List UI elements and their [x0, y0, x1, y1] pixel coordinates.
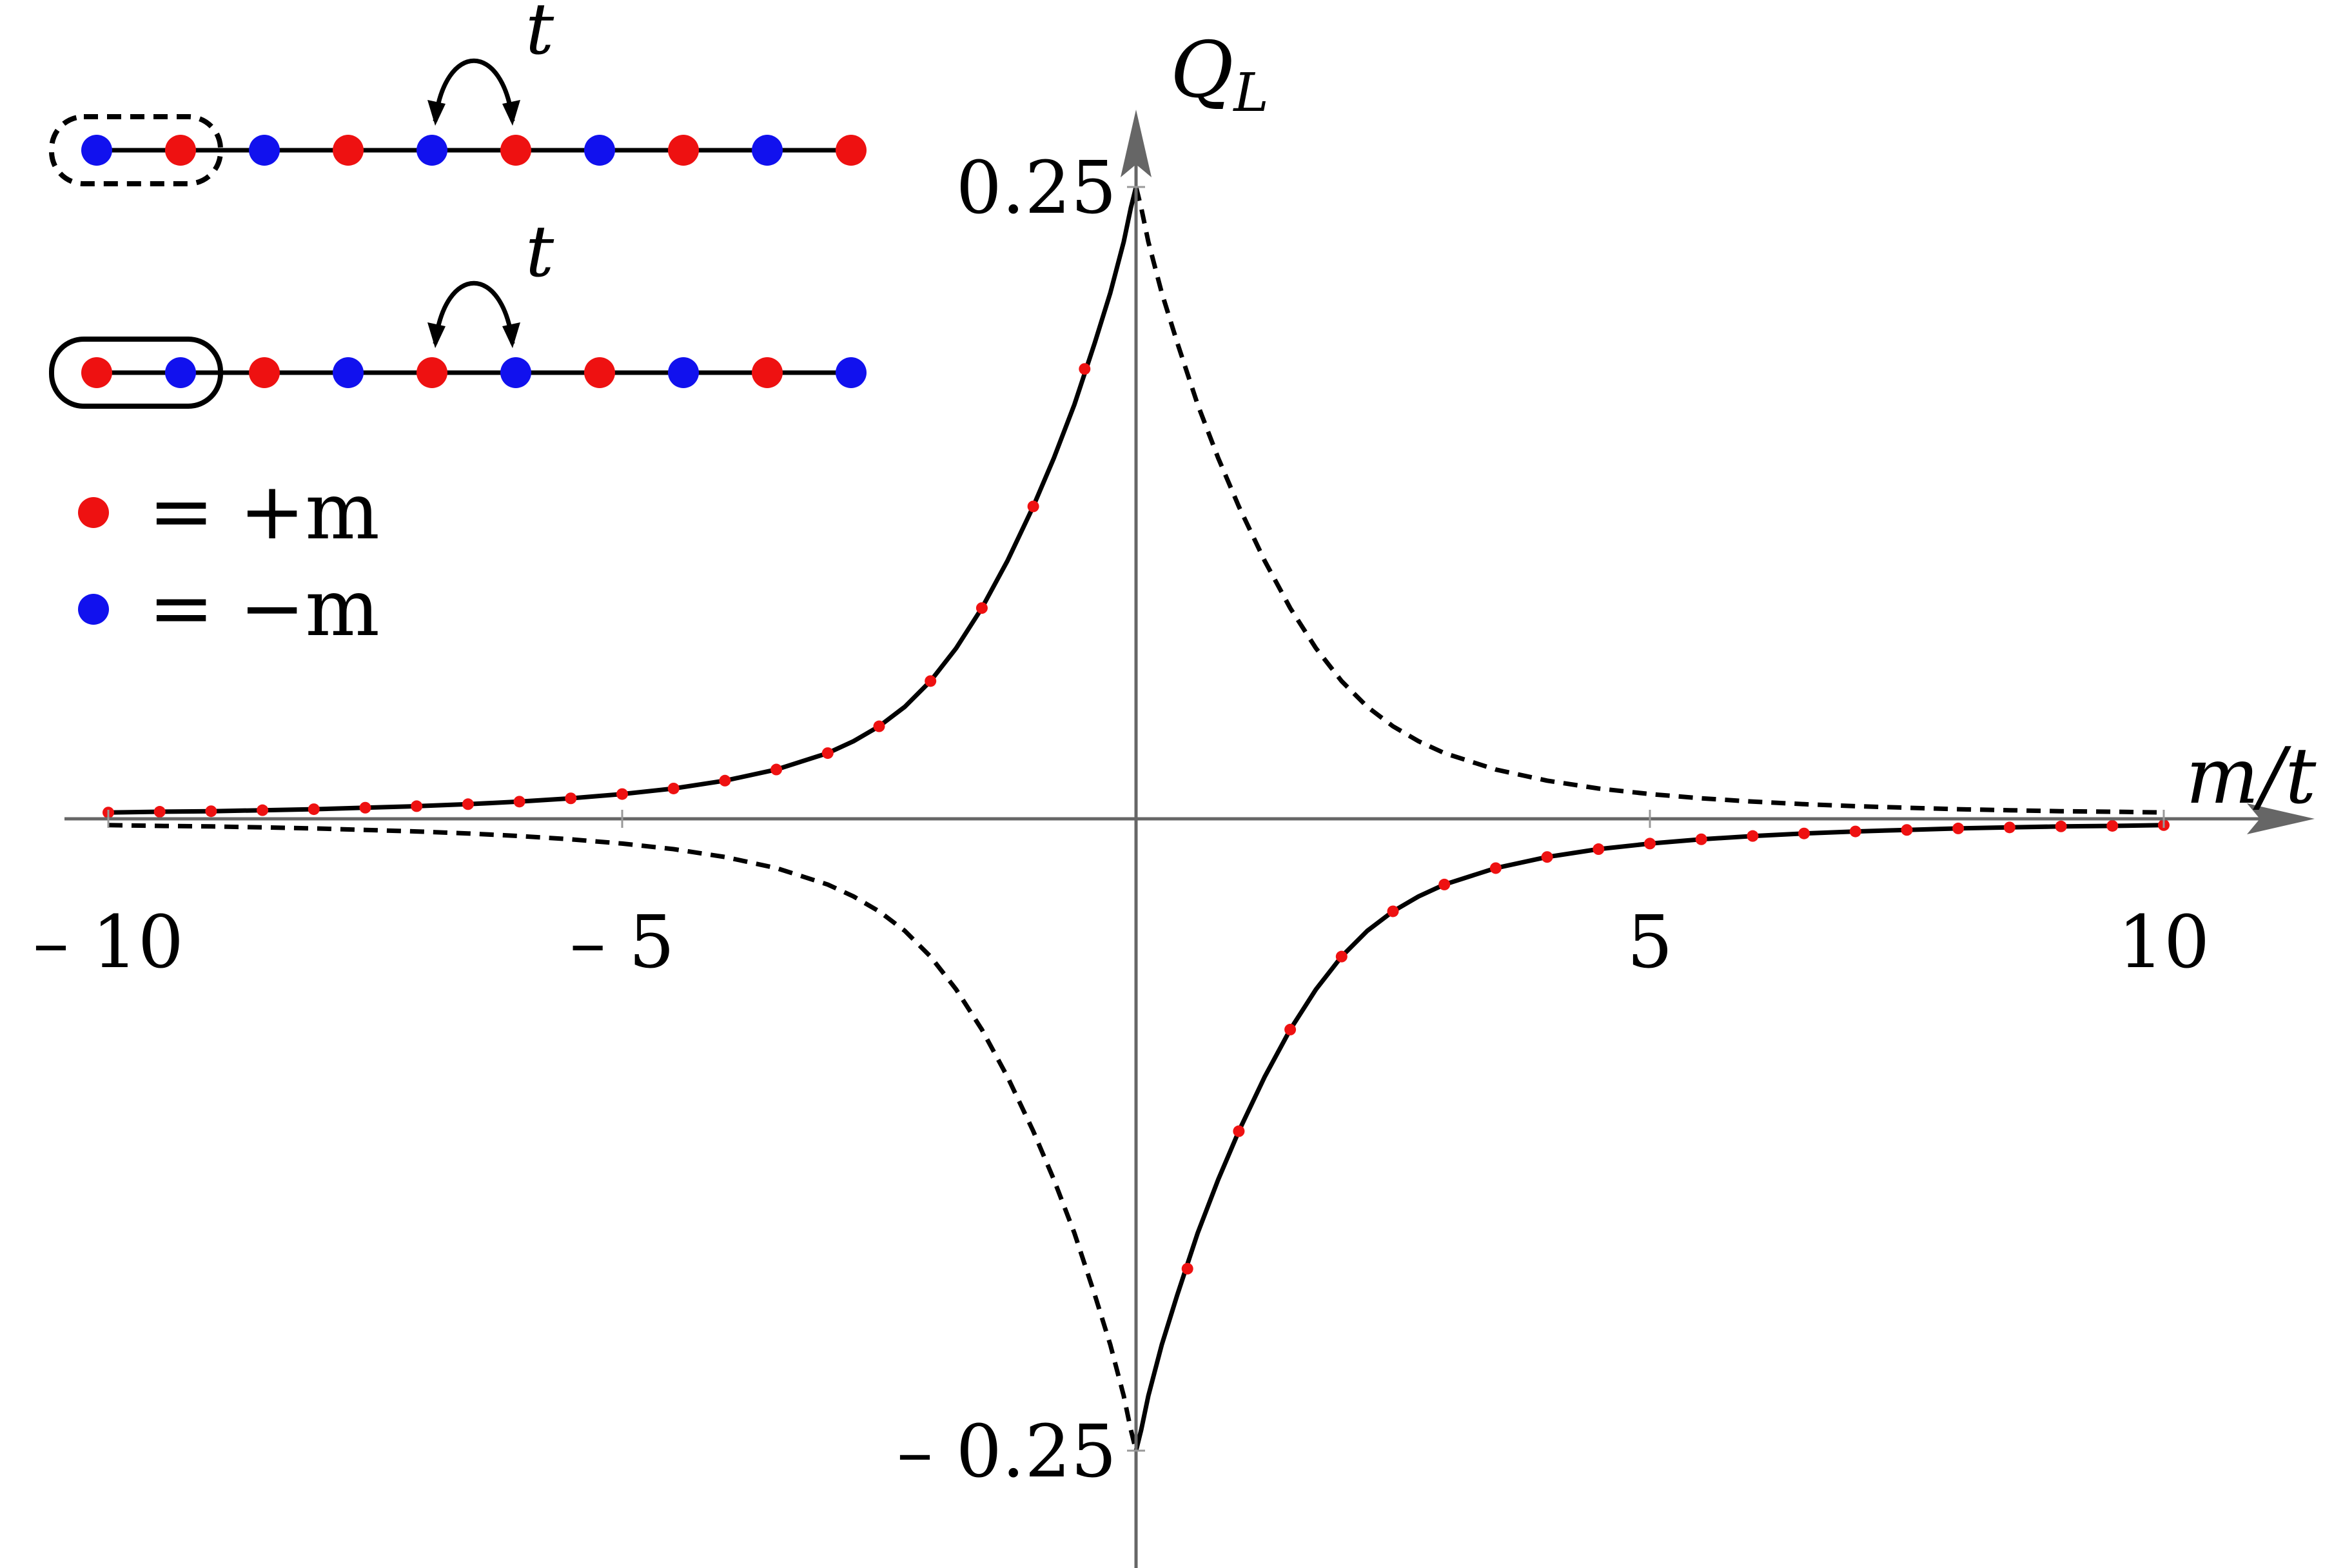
data-point: [1798, 827, 1810, 839]
data-point: [1335, 950, 1348, 963]
data-point: [975, 602, 988, 614]
lattice-site: [81, 357, 112, 388]
hopping-arrowhead-left: [427, 322, 446, 348]
data-point: [1387, 905, 1399, 917]
y-axis-label-subscript: L: [1232, 63, 1268, 124]
data-point: [513, 796, 525, 808]
lattice-site: [249, 135, 280, 166]
data-point: [308, 803, 320, 816]
data-point: [1233, 1125, 1245, 1137]
lattice-site: [584, 357, 615, 388]
lattice-site: [668, 357, 699, 388]
x-axis-label: m/t: [2186, 732, 2317, 821]
lattice-site: [81, 135, 112, 166]
curves-layer: [108, 186, 2164, 1451]
data-point: [565, 792, 577, 805]
data-point: [1027, 500, 1039, 513]
hopping-arrowhead-right: [502, 100, 520, 126]
data-point: [1541, 851, 1553, 863]
data-point: [616, 788, 628, 800]
legend-label: = −m: [148, 562, 380, 654]
x-tick-label: 5: [1627, 901, 1672, 985]
lattice-site: [333, 135, 364, 166]
boundary-unit-cell-box: [49, 337, 223, 409]
lattice-site: [500, 135, 531, 166]
legend-label: = +m: [148, 466, 380, 557]
data-point: [667, 782, 680, 794]
markers-layer: [103, 363, 2170, 1275]
lattice-site: [249, 357, 280, 388]
solid-curve-branch: [1133, 823, 2164, 1451]
x-axis-arrowhead: [2247, 803, 2315, 834]
data-point: [2003, 821, 2015, 834]
plot-area: [103, 186, 2170, 1451]
data-point: [153, 806, 166, 818]
lattice-site: [417, 357, 447, 388]
lattice-site: [165, 357, 196, 388]
lattice-inset: t t = +m= −m: [49, 0, 867, 654]
solid-curve-branch: [108, 186, 1139, 815]
data-point: [1593, 843, 1605, 856]
data-point: [1849, 825, 1861, 838]
data-point: [462, 798, 474, 810]
axis-labels: m/t QL: [1170, 26, 2317, 821]
lattice-site: [752, 357, 783, 388]
data-point: [873, 720, 885, 732]
axes: – 10 – 5 5 10 0.25 – 0.25: [33, 110, 2315, 1568]
data-point: [925, 675, 937, 687]
lattice-site: [417, 135, 447, 166]
y-tick-label: 0.25: [956, 146, 1117, 230]
x-tick-label: – 5: [570, 901, 675, 985]
data-point: [257, 804, 269, 816]
hopping-label: t: [525, 210, 554, 293]
legend-marker: [78, 497, 109, 528]
data-point: [1489, 862, 1502, 874]
lattice-site: [836, 135, 867, 166]
hopping-arrowhead-left: [427, 100, 446, 126]
data-point: [1438, 878, 1451, 890]
data-point: [1644, 838, 1656, 850]
lattice-site: [165, 135, 196, 166]
lattice-site: [668, 135, 699, 166]
tick-marks: – 10 – 5 5 10 0.25 – 0.25: [33, 146, 2210, 1494]
y-axis-arrowhead: [1121, 110, 1152, 177]
data-point: [1747, 830, 1759, 842]
y-axis-label: QL: [1170, 26, 1269, 124]
data-point: [411, 800, 423, 812]
legend-entry: = +m: [78, 466, 380, 557]
lattice-site: [500, 357, 531, 388]
x-tick-label: 10: [2118, 901, 2210, 985]
lattice-chain: t: [49, 210, 867, 409]
data-point: [719, 774, 731, 787]
data-point: [2055, 820, 2067, 832]
x-tick-label: – 10: [33, 901, 184, 985]
lattice-site: [836, 357, 867, 388]
y-tick-label: – 0.25: [897, 1410, 1117, 1494]
lattice-chain: t: [49, 0, 867, 186]
y-axis-label-main: Q: [1170, 26, 1233, 115]
legend-entry: = −m: [78, 562, 380, 654]
data-point: [770, 763, 783, 776]
data-point: [821, 747, 834, 760]
hopping-label: t: [525, 0, 554, 70]
hopping-arc: [433, 281, 515, 344]
data-point: [2106, 819, 2119, 832]
data-point: [1181, 1262, 1193, 1275]
boundary-unit-cell-box: [49, 114, 223, 186]
data-point: [1952, 822, 1965, 834]
lattice-site: [333, 357, 364, 388]
dashed-curve-branch: [1133, 186, 2164, 815]
legend-marker: [78, 594, 109, 625]
hopping-arc: [433, 59, 515, 122]
data-point: [359, 801, 371, 814]
data-point: [1079, 363, 1091, 375]
lattice-site: [752, 135, 783, 166]
data-point: [205, 805, 217, 818]
data-point: [1284, 1023, 1297, 1035]
data-point: [1695, 833, 1707, 845]
hopping-arrowhead-right: [502, 322, 520, 348]
lattice-site: [584, 135, 615, 166]
data-point: [1901, 824, 1913, 836]
